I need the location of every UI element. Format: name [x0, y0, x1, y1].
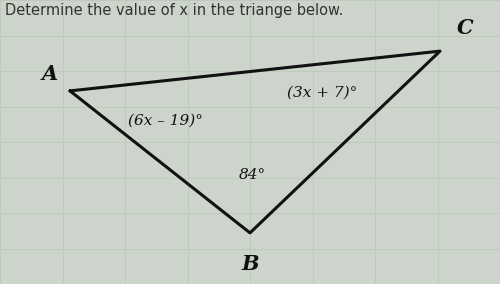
Text: (6x – 19)°: (6x – 19)° — [128, 114, 202, 128]
Text: C: C — [456, 18, 473, 38]
Text: (3x + 7)°: (3x + 7)° — [287, 85, 358, 99]
Text: B: B — [241, 254, 259, 274]
Text: Determine the value of x in the triange below.: Determine the value of x in the triange … — [5, 3, 344, 18]
Text: A: A — [42, 64, 58, 84]
Text: 84°: 84° — [239, 168, 266, 182]
